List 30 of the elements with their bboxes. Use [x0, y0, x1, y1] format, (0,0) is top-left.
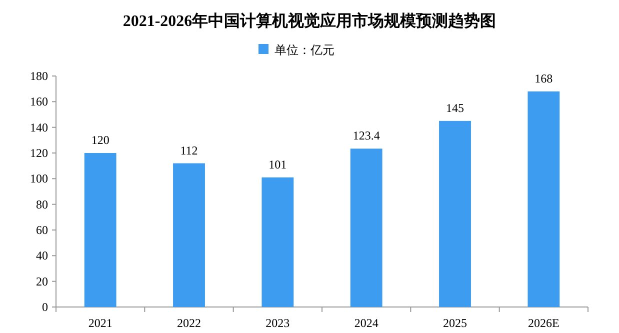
bar	[350, 148, 382, 307]
x-tick-label: 2025	[443, 316, 467, 330]
y-tick-label: 140	[30, 120, 48, 134]
bar	[439, 120, 471, 307]
y-tick-label: 120	[30, 146, 48, 160]
x-tick-label: 2021	[88, 316, 112, 330]
bar	[84, 153, 116, 307]
data-label: 168	[534, 71, 553, 86]
data-label: 101	[268, 157, 287, 172]
chart-title: 2021-2026年中国计算机视觉应用市场规模预测趋势图	[122, 11, 496, 30]
bar	[262, 177, 294, 307]
data-label: 123.4	[352, 128, 380, 143]
x-tick-label: 2022	[177, 316, 201, 330]
legend-label: 单位：亿元	[274, 43, 334, 57]
data-label: 120	[91, 133, 110, 147]
data-label: 145	[446, 100, 464, 115]
y-tick-label: 100	[30, 172, 48, 186]
y-tick-label: 20	[36, 274, 48, 288]
y-tick-label: 40	[36, 248, 48, 263]
x-tick-label: 2024	[354, 316, 378, 330]
x-tick-label: 2026E	[528, 316, 560, 330]
x-tick-label: 2023	[266, 316, 290, 330]
y-tick-label: 80	[36, 197, 48, 212]
bar	[528, 91, 560, 307]
y-tick-label: 160	[30, 94, 48, 109]
bar	[173, 163, 205, 307]
y-tick-label: 180	[30, 69, 48, 83]
y-tick-label: 0	[42, 300, 48, 314]
y-tick-label: 60	[36, 223, 48, 237]
data-label: 112	[180, 143, 198, 158]
